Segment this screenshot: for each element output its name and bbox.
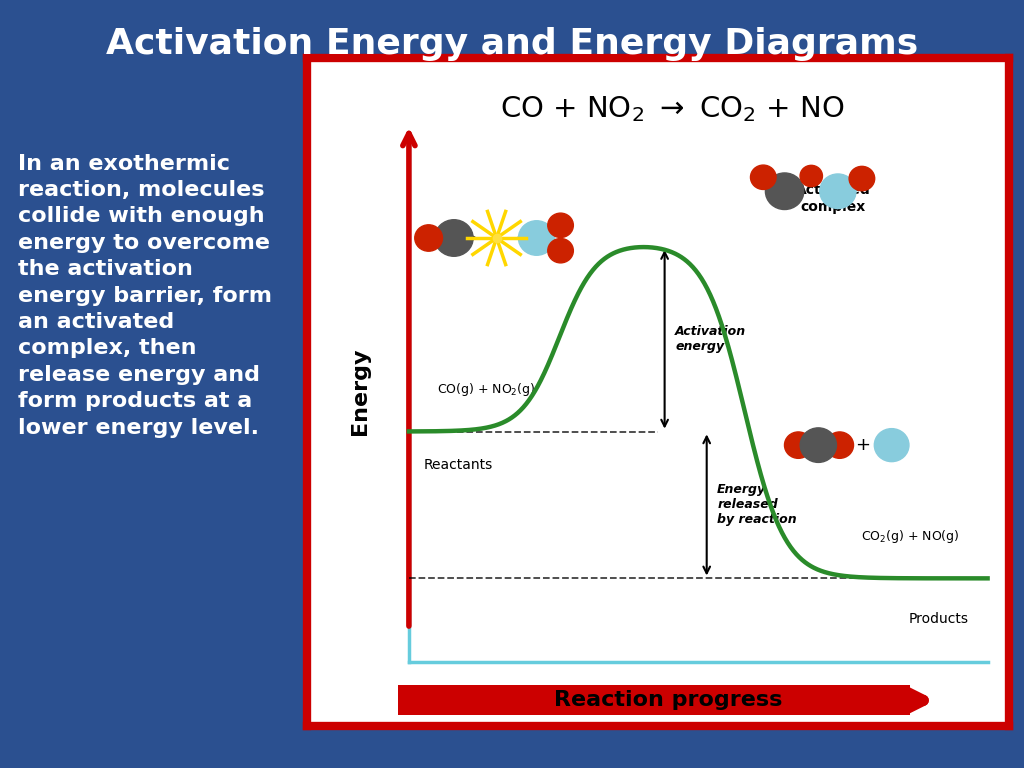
Circle shape (518, 220, 555, 255)
Text: +: + (855, 436, 869, 454)
Circle shape (751, 165, 776, 190)
Circle shape (784, 432, 812, 458)
Text: Energy
released
by reaction: Energy released by reaction (717, 483, 797, 526)
Circle shape (825, 432, 854, 458)
Text: CO$_2$(g) + NO(g): CO$_2$(g) + NO(g) (861, 528, 959, 545)
Text: Products: Products (908, 612, 969, 626)
Text: CO + NO$_2$ $\rightarrow$ CO$_2$ + NO: CO + NO$_2$ $\rightarrow$ CO$_2$ + NO (500, 94, 844, 124)
Circle shape (800, 428, 837, 462)
Circle shape (874, 429, 909, 462)
Circle shape (820, 174, 856, 208)
FancyBboxPatch shape (398, 685, 910, 716)
Circle shape (800, 165, 822, 187)
Circle shape (548, 214, 573, 237)
Text: Activation Energy and Energy Diagrams: Activation Energy and Energy Diagrams (105, 27, 919, 61)
Text: CO(g) + NO$_2$(g): CO(g) + NO$_2$(g) (437, 381, 536, 398)
Text: Reaction progress: Reaction progress (554, 690, 782, 710)
Text: Activated
complex: Activated complex (796, 184, 870, 214)
Circle shape (765, 173, 804, 210)
Text: Activation
energy: Activation energy (675, 326, 746, 353)
Circle shape (435, 220, 473, 257)
Circle shape (849, 167, 874, 190)
Text: In an exothermic
reaction, molecules
collide with enough
energy to overcome
the : In an exothermic reaction, molecules col… (18, 154, 272, 438)
Text: Energy: Energy (350, 348, 370, 435)
Circle shape (548, 239, 573, 263)
Text: Reactants: Reactants (423, 458, 493, 472)
Circle shape (415, 225, 442, 251)
